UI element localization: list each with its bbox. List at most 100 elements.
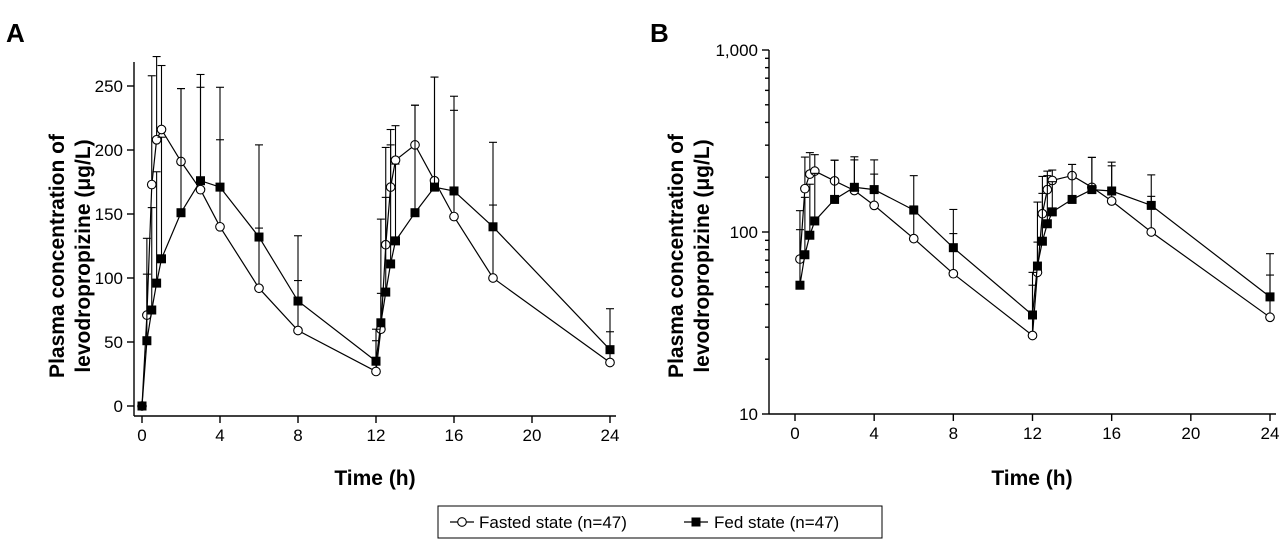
panel-a-x-tick-label: 12 xyxy=(367,426,386,445)
panel-a-fasted-point xyxy=(156,124,167,135)
panel-b-x-tick-label: 12 xyxy=(1023,424,1042,443)
panel-a-fed-point xyxy=(142,336,152,346)
panel-a-x-tick-label: 8 xyxy=(293,426,302,445)
panel-a-fasted-point xyxy=(195,184,206,195)
panel-a-x-tick-label: 24 xyxy=(601,426,620,445)
panel-b-fed-point xyxy=(948,243,958,253)
panel-a-chart: A Plasma concentration of levodropropizi… xyxy=(6,18,619,490)
panel-b-fed-point xyxy=(1067,194,1077,204)
panel-b-x-tick-label: 20 xyxy=(1181,424,1200,443)
panel-a-y-tick-label: 100 xyxy=(95,269,123,288)
panel-b-label: B xyxy=(650,18,669,48)
panel-a-fed-point xyxy=(196,176,205,186)
panel-a-label: A xyxy=(6,18,25,48)
panel-b-y-axis-title-line2: levodropropizine (μg/L) xyxy=(691,139,714,372)
panel-a-fasted-point xyxy=(146,179,157,190)
panel-b-fasted-point xyxy=(869,200,880,211)
panel-a-fasted-point xyxy=(390,155,401,166)
panel-b-fasted-point xyxy=(908,233,919,244)
panel-b-y-axis-title-line1: Plasma concentration of xyxy=(665,133,688,378)
legend: Fasted state (n=47) Fed state (n=47) xyxy=(437,505,883,539)
panel-b-fasted-point xyxy=(1146,227,1157,237)
panel-b-fed-point xyxy=(830,194,840,204)
panel-a-fed-point xyxy=(147,305,157,315)
panel-a-fed-point xyxy=(152,278,162,288)
panel-b-fed-point xyxy=(795,280,805,290)
panel-a-x-tick-label: 16 xyxy=(445,426,464,445)
legend-box xyxy=(437,505,883,539)
panel-a-fed-point xyxy=(254,232,264,242)
panel-b-y-tick-label: 100 xyxy=(730,223,758,242)
panel-b-fed-point xyxy=(1047,207,1057,217)
panel-b-fed-point xyxy=(1107,186,1117,196)
panel-a-fed-point xyxy=(137,401,147,411)
panel-b-fed-point xyxy=(1037,236,1047,246)
panel-b-fasted-point xyxy=(1265,312,1275,323)
panel-a-fasted-point xyxy=(449,211,459,222)
panel-a-x-axis-title: Time (h) xyxy=(334,467,415,490)
panel-a-fasted-point xyxy=(293,325,303,336)
panel-b-y-axis-title: Plasma concentration of levodropropizine… xyxy=(665,133,714,378)
panel-b-fasted-point xyxy=(1027,330,1038,341)
panel-b-x-tick-label: 4 xyxy=(869,424,878,443)
panel-a-fed-point xyxy=(376,318,386,328)
panel-a-fasted-point xyxy=(254,283,264,294)
panel-b-fed-point xyxy=(1146,200,1156,210)
panel-a-fed-point xyxy=(176,208,186,218)
panel-b-x-tick-label: 0 xyxy=(790,424,799,443)
panel-a-x-tick-label: 0 xyxy=(137,426,146,445)
panel-a-series-fed xyxy=(137,73,615,411)
legend-open-circle-marker xyxy=(457,517,467,527)
legend-filled-square-marker xyxy=(691,517,701,527)
panel-a-fed-point xyxy=(430,182,439,192)
panel-b-fed-point xyxy=(1028,310,1037,320)
panel-b-x-tick-label: 24 xyxy=(1261,424,1280,443)
panel-a-axes: 0 50 100 150 200 250 0 4 8 12 16 20 24 xyxy=(95,62,620,445)
panel-b-x-axis-title: Time (h) xyxy=(991,467,1072,490)
panel-b-y-tick-label: 1,000 xyxy=(715,41,758,60)
panel-b-fed-point xyxy=(805,230,815,240)
panel-a-fed-point xyxy=(449,186,459,196)
panel-a-fed-point xyxy=(488,222,498,232)
panel-b-chart: B Plasma concentration of levodropropizi… xyxy=(650,18,1279,490)
panel-a-fed-point xyxy=(410,208,420,218)
panel-b-series-fed xyxy=(795,156,1275,320)
panel-a-fasted-point xyxy=(605,357,615,368)
panel-b-fed-point xyxy=(1087,185,1097,195)
panel-b-fasted-point xyxy=(800,183,810,194)
panel-b-fasted-point xyxy=(1106,196,1117,206)
panel-b-fasted-point xyxy=(948,268,959,279)
panel-b-fed-point xyxy=(1265,292,1275,302)
panel-a-x-tick-label: 20 xyxy=(523,426,542,445)
panel-a-fasted-point xyxy=(488,273,498,283)
panel-a-y-tick-label: 150 xyxy=(95,205,123,224)
panel-a-y-axis-title-line1: Plasma concentration of xyxy=(46,133,69,378)
panel-b-fed-point xyxy=(810,216,820,226)
panel-b-fed-point xyxy=(849,182,859,192)
panel-a-y-axis-title: Plasma concentration of levodropropizine… xyxy=(46,133,95,378)
panel-a-fed-point xyxy=(293,296,303,306)
panel-b-fed-point xyxy=(1032,261,1042,271)
panel-b-y-tick-label: 10 xyxy=(739,405,758,424)
panel-b-fed-point xyxy=(909,205,919,215)
panel-a-fed-point xyxy=(157,254,166,264)
panel-a-y-tick-label: 200 xyxy=(95,141,123,160)
panel-a-y-axis-title-line2: levodropropizine (μg/L) xyxy=(72,139,95,372)
panel-a-fasted-point xyxy=(215,221,225,232)
panel-b-fed-point xyxy=(1042,219,1052,229)
legend-fasted-label: Fasted state (n=47) xyxy=(479,513,627,532)
panel-b-x-tick-label: 16 xyxy=(1102,424,1121,443)
panel-b-fed-point xyxy=(869,185,879,195)
panel-a-x-tick-label: 4 xyxy=(215,426,224,445)
panel-a-fasted-point xyxy=(371,366,381,377)
panel-a-y-tick-label: 250 xyxy=(95,77,123,96)
panel-b-fed-point xyxy=(800,250,810,260)
panel-a-fed-point xyxy=(381,287,391,297)
panel-b-axes: 10 100 1,000 0 4 8 12 16 20 24 xyxy=(715,41,1279,443)
panel-a-fed-point xyxy=(386,259,396,269)
panel-a-fed-point xyxy=(215,182,225,192)
legend-item-fasted: Fasted state (n=47) xyxy=(450,513,627,532)
panel-a-fed-point xyxy=(605,345,615,355)
legend-fed-label: Fed state (n=47) xyxy=(714,513,839,532)
